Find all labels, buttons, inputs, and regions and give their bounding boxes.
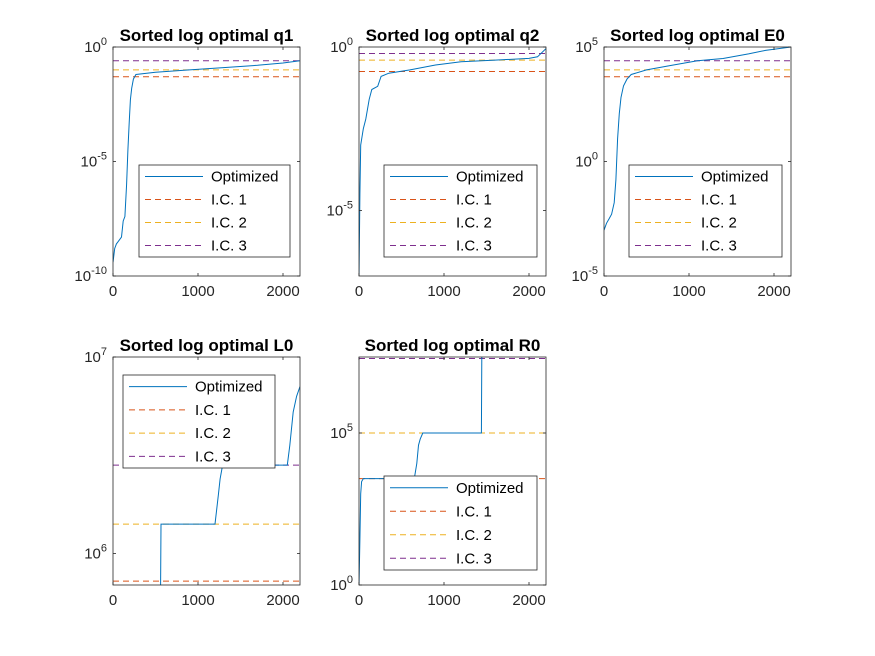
legend-label-i-c-1: I.C. 1 bbox=[701, 192, 737, 209]
legend: Optimized I.C. 1 I.C. 2 I.C. 3 bbox=[138, 164, 291, 258]
axes-box bbox=[358, 46, 547, 277]
x-tick-label: 2000 bbox=[757, 283, 790, 300]
legend-label-optimized: Optimized bbox=[456, 480, 524, 497]
legend-label-optimized: Optimized bbox=[211, 169, 279, 186]
legend: Optimized I.C. 1 I.C. 2 I.C. 3 bbox=[383, 475, 538, 571]
legend-label-i-c-3: I.C. 3 bbox=[211, 238, 247, 255]
x-tick-label: 0 bbox=[109, 592, 117, 609]
x-tick-label: 0 bbox=[355, 283, 363, 300]
y-tick-label: 105 bbox=[330, 422, 353, 442]
chart-panel-5: 0 1000 2000 105 100 Sorted log optimal R0 Opti… bbox=[330, 336, 547, 609]
x-tick-label: 1000 bbox=[181, 283, 214, 300]
legend-label-i-c-3: I.C. 3 bbox=[195, 448, 231, 465]
legend: Optimized I.C. 1 I.C. 2 I.C. 3 bbox=[383, 164, 538, 258]
legend-label-i-c-2: I.C. 2 bbox=[456, 527, 492, 544]
legend-label-i-c-3: I.C. 3 bbox=[456, 238, 492, 255]
chart-title: Sorted log optimal q1 bbox=[120, 26, 294, 45]
series-line-optimized bbox=[359, 48, 546, 276]
y-tick-label: 10-10 bbox=[74, 265, 107, 285]
series-line-optimized bbox=[359, 357, 483, 585]
legend-label-i-c-1: I.C. 1 bbox=[211, 192, 247, 209]
legend: Optimized I.C. 1 I.C. 2 I.C. 3 bbox=[628, 164, 783, 258]
x-tick-label: 1000 bbox=[427, 283, 460, 300]
legend-label-i-c-3: I.C. 3 bbox=[456, 550, 492, 567]
y-tick-label: 105 bbox=[575, 36, 598, 56]
y-tick-label: 10-5 bbox=[572, 265, 598, 285]
chart-title: Sorted log optimal R0 bbox=[365, 336, 541, 355]
plot-content bbox=[604, 47, 791, 231]
legend: Optimized I.C. 1 I.C. 2 I.C. 3 bbox=[122, 374, 276, 469]
x-tick-label: 2000 bbox=[266, 283, 299, 300]
chart-panel-3: 0 1000 2000 105 100 10-5 Sorted log optimal E0… bbox=[572, 26, 792, 300]
y-tick-label: 100 bbox=[84, 36, 107, 56]
axes-box bbox=[358, 356, 547, 586]
legend-label-i-c-2: I.C. 2 bbox=[701, 215, 737, 232]
legend-label-i-c-2: I.C. 2 bbox=[211, 215, 247, 232]
legend-box bbox=[383, 164, 538, 258]
series-line-optimized bbox=[113, 60, 300, 263]
chart-title: Sorted log optimal L0 bbox=[120, 336, 294, 355]
legend-label-i-c-3: I.C. 3 bbox=[701, 238, 737, 255]
legend-label-i-c-2: I.C. 2 bbox=[456, 215, 492, 232]
legend-label-i-c-2: I.C. 2 bbox=[195, 425, 231, 442]
x-tick-label: 0 bbox=[109, 283, 117, 300]
legend-label-i-c-1: I.C. 1 bbox=[456, 192, 492, 209]
y-tick-label: 100 bbox=[330, 36, 353, 56]
legend-box bbox=[628, 164, 783, 258]
x-tick-label: 0 bbox=[600, 283, 608, 300]
chart-panel-2: 0 1000 2000 100 10-5 Sorted log optimal q2 Opt… bbox=[327, 26, 547, 300]
y-tick-label: 100 bbox=[575, 151, 598, 171]
x-tick-label: 1000 bbox=[181, 592, 214, 609]
series-line-optimized bbox=[604, 47, 791, 231]
chart-title: Sorted log optimal q2 bbox=[366, 26, 540, 45]
chart-panel-1: 0 1000 2000 100 10-5 10-10 Sorted log optimal … bbox=[74, 26, 301, 300]
x-tick-label: 2000 bbox=[266, 592, 299, 609]
axes-box bbox=[112, 356, 301, 586]
x-tick-label: 0 bbox=[355, 592, 363, 609]
y-tick-label: 107 bbox=[84, 346, 107, 366]
y-tick-label: 10-5 bbox=[327, 200, 353, 220]
legend-label-optimized: Optimized bbox=[456, 169, 524, 186]
legend-label-i-c-1: I.C. 1 bbox=[195, 402, 231, 419]
legend-box bbox=[383, 475, 538, 571]
chart-panel-4: 0 1000 2000 107 106 Sorted log optimal L0 Opti… bbox=[84, 336, 301, 609]
chart-title: Sorted log optimal E0 bbox=[610, 26, 785, 45]
legend-box bbox=[138, 164, 291, 258]
legend-box bbox=[122, 374, 276, 469]
plot-content bbox=[359, 48, 546, 276]
x-tick-label: 1000 bbox=[427, 592, 460, 609]
legend-label-i-c-1: I.C. 1 bbox=[456, 503, 492, 520]
x-tick-label: 1000 bbox=[672, 283, 705, 300]
legend-label-optimized: Optimized bbox=[195, 379, 263, 396]
y-tick-label: 100 bbox=[330, 574, 353, 594]
x-tick-label: 2000 bbox=[512, 283, 545, 300]
x-tick-label: 2000 bbox=[512, 592, 545, 609]
plot-content bbox=[113, 60, 300, 263]
y-tick-label: 106 bbox=[84, 543, 107, 563]
y-tick-label: 10-5 bbox=[81, 151, 107, 171]
legend-label-optimized: Optimized bbox=[701, 169, 769, 186]
